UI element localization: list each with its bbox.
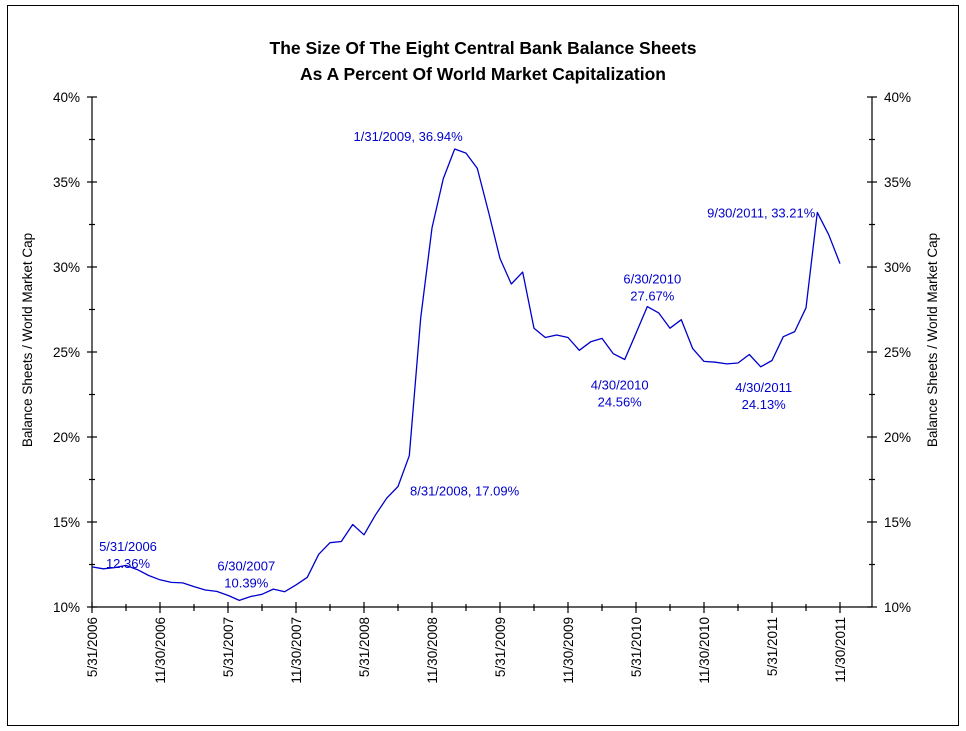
x-tick-label: 11/30/2007	[289, 617, 304, 684]
y-tick-label-left: 25%	[53, 345, 80, 360]
y-tick-label-right: 25%	[884, 345, 911, 360]
annotation-6/30/2007: 10.39%	[224, 575, 269, 590]
annotation-1/31/2009: 1/31/2009, 36.94%	[354, 129, 464, 144]
x-tick-label: 5/31/2008	[357, 617, 372, 677]
x-tick-label: 5/31/2006	[85, 617, 100, 677]
y-tick-label-left: 30%	[53, 260, 80, 275]
y-tick-label-right: 40%	[884, 90, 911, 105]
y-tick-label-right: 10%	[884, 600, 911, 615]
chart-title: The Size Of The Eight Central Bank Balan…	[0, 35, 966, 87]
annotation-8/31/2008: 8/31/2008, 17.09%	[410, 484, 520, 499]
annotation-4/30/2010: 4/30/2010	[591, 378, 649, 393]
y-tick-label-left: 15%	[53, 515, 80, 530]
y-tick-label-right: 15%	[884, 515, 911, 530]
y-tick-label-left: 35%	[53, 175, 80, 190]
x-tick-label: 11/30/2011	[833, 617, 848, 683]
x-tick-label: 5/31/2007	[221, 617, 236, 677]
annotation-6/30/2010: 6/30/2010	[623, 272, 681, 287]
data-line	[91, 148, 841, 602]
annotation-4/30/2010: 24.56%	[598, 395, 643, 410]
x-tick-label: 11/30/2010	[697, 617, 712, 684]
y-tick-label-left: 40%	[53, 90, 80, 105]
annotation-5/31/2006: 12.36%	[106, 556, 151, 571]
annotation-6/30/2010: 27.67%	[630, 289, 675, 304]
y-tick-label-right: 30%	[884, 260, 911, 275]
annotation-4/30/2011: 4/30/2011	[735, 380, 792, 395]
y-tick-label-right: 20%	[884, 430, 911, 445]
axes	[91, 97, 873, 608]
axis-titles: Balance Sheets / World Market Cap Balance…	[20, 233, 940, 447]
x-ticks-and-labels: 5/31/2006 11/30/2006 5/31/2007 11/30/2007 5/…	[85, 602, 848, 684]
x-tick-label: 5/31/2009	[493, 617, 508, 677]
annotations: 5/31/2006 12.36% 6/30/2007 10.39% 8/31/2008,…	[99, 129, 816, 590]
y-tick-label-left: 20%	[53, 430, 80, 445]
chart-title-line2: As A Percent Of World Market Capitalizat…	[300, 64, 666, 84]
x-tick-label: 11/30/2008	[425, 617, 440, 684]
annotation-4/30/2011: 24.13%	[742, 397, 787, 412]
annotation-6/30/2007: 6/30/2007	[217, 558, 275, 573]
y-ticks-and-labels: 10% 10% 15% 15% 20% 20% 25% 25% 30% 30% 35% 35% 40% 4…	[53, 90, 911, 615]
data-series	[91, 148, 841, 602]
annotation-9/30/2011: 9/30/2011, 33.21%	[707, 205, 816, 220]
x-tick-label: 11/30/2006	[153, 617, 168, 684]
annotation-5/31/2006: 5/31/2006	[99, 539, 157, 554]
y-axis-title-right: Balance Sheets / World Market Cap	[925, 233, 940, 447]
x-tick-label: 11/30/2009	[561, 617, 576, 684]
x-tick-label: 5/31/2011	[765, 617, 780, 676]
chart-title-line1: The Size Of The Eight Central Bank Balan…	[269, 38, 697, 58]
x-tick-label: 5/31/2010	[629, 617, 644, 677]
chart-border	[7, 5, 959, 726]
y-tick-label-right: 35%	[884, 175, 911, 190]
y-axis-title-left: Balance Sheets / World Market Cap	[20, 233, 35, 447]
y-tick-label-left: 10%	[53, 600, 80, 615]
